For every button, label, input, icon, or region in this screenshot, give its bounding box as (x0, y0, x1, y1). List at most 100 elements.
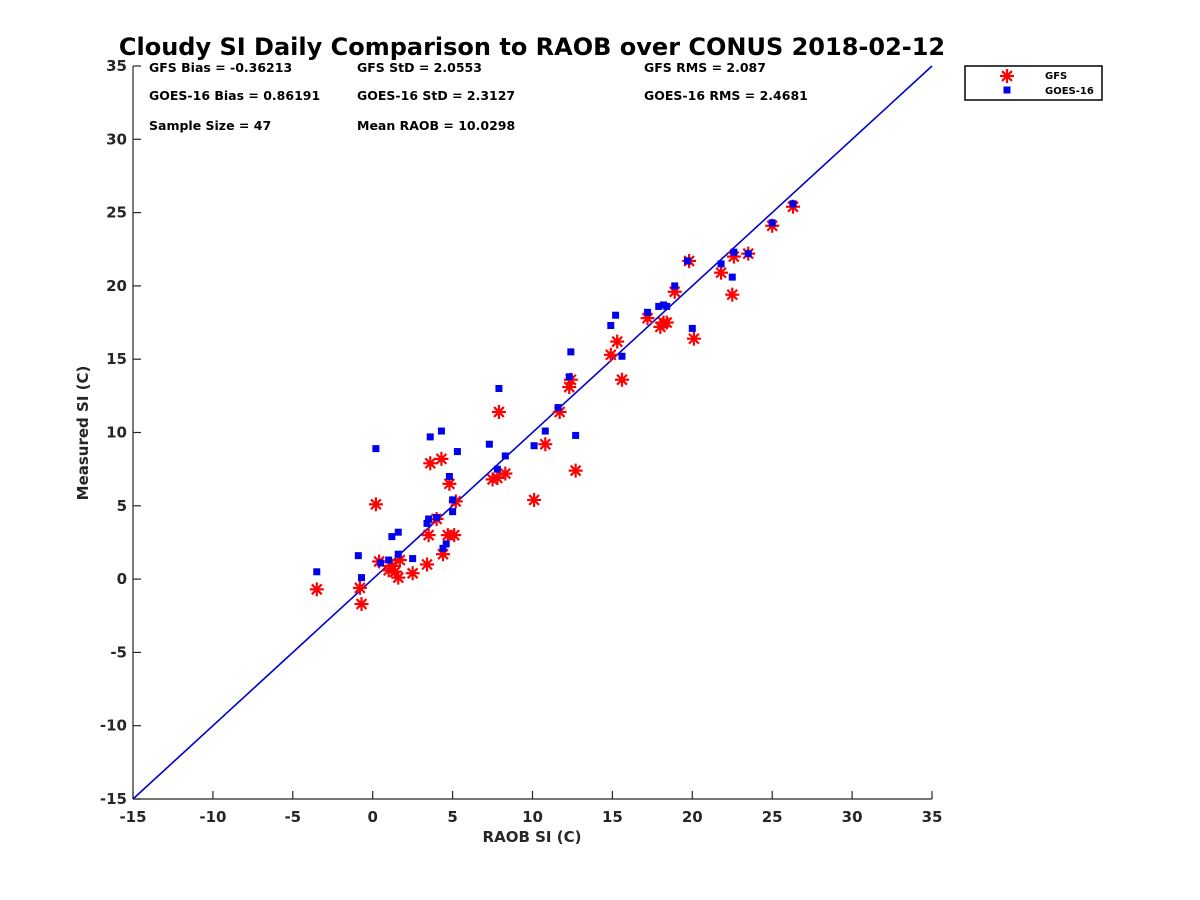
point-gfs (659, 315, 674, 330)
goes-rms-stat: GOES-16 RMS = 2.4681 (644, 88, 808, 103)
legend: GFS GOES-16 (964, 65, 1103, 101)
x-tick-label: -5 (284, 808, 301, 826)
legend-symbol-gfs (1000, 69, 1014, 83)
point-goes-16 (541, 427, 549, 435)
point-gfs (447, 528, 462, 543)
y-tick-label: -10 (100, 717, 127, 735)
x-tick-label: 15 (602, 808, 623, 826)
point-gfs (714, 265, 729, 280)
point-goes-16 (554, 404, 562, 412)
x-tick-label: 10 (522, 808, 543, 826)
point-gfs (420, 557, 435, 572)
point-goes-16 (744, 250, 752, 258)
x-tick-label: 5 (447, 808, 457, 826)
point-goes-16 (567, 348, 575, 356)
legend-marker-goes-16 (1003, 86, 1011, 94)
point-goes-16 (409, 555, 417, 563)
one-to-one-line (132, 65, 933, 800)
point-goes-16 (433, 514, 441, 522)
point-goes-16 (717, 260, 725, 268)
point-goes-16 (612, 311, 620, 319)
goes-bias-stat: GOES-16 Bias = 0.86191 (149, 88, 320, 103)
point-goes-16 (688, 324, 696, 332)
point-goes-16 (358, 574, 366, 582)
goes-std-stat: GOES-16 StD = 2.3127 (357, 88, 515, 103)
point-gfs (391, 570, 406, 585)
point-goes-16 (394, 528, 402, 536)
point-goes-16 (493, 465, 501, 473)
point-goes-16 (728, 273, 736, 281)
y-tick-label: 20 (106, 277, 127, 295)
point-goes-16 (449, 496, 457, 504)
point-gfs (434, 451, 449, 466)
x-tick-label: 20 (682, 808, 703, 826)
legend-box (964, 65, 1103, 101)
point-gfs (603, 347, 618, 362)
point-gfs (421, 528, 436, 543)
point-goes-16 (385, 556, 393, 564)
point-gfs (614, 372, 629, 387)
point-goes-16 (453, 448, 461, 456)
point-gfs (498, 466, 513, 481)
point-goes-16 (442, 540, 450, 548)
point-goes-16 (388, 533, 396, 541)
y-tick-label: 25 (106, 204, 127, 222)
point-gfs (368, 497, 383, 512)
x-tick-label: 0 (367, 808, 377, 826)
plot-area: -15 -10 -5 0 5 10 15 20 25 30 35 -15 -10 -5 0 5 10 15 20 25… (100, 57, 943, 826)
point-goes-16 (501, 452, 509, 460)
point-goes-16 (313, 568, 321, 576)
y-tick-label: 0 (117, 570, 127, 588)
series-goes-16 (313, 200, 797, 582)
point-goes-16 (618, 352, 626, 360)
point-goes-16 (372, 445, 380, 453)
point-gfs (725, 287, 740, 302)
x-axis-label: RAOB SI (C) (483, 828, 582, 846)
point-goes-16 (445, 472, 453, 480)
point-goes-16 (354, 552, 362, 560)
point-goes-16 (530, 442, 538, 450)
gfs-std-stat: GFS StD = 2.0553 (357, 60, 482, 75)
point-gfs (405, 566, 420, 581)
mean-raob-stat: Mean RAOB = 10.0298 (357, 118, 515, 133)
y-tick-label: -15 (100, 790, 127, 808)
series-gfs (309, 199, 800, 612)
legend-label-goes-16: GOES-16 (1045, 86, 1094, 97)
point-goes-16 (437, 427, 445, 435)
point-goes-16 (495, 385, 503, 393)
x-tick-label: 25 (762, 808, 783, 826)
legend-symbol-goes-16 (1003, 86, 1011, 94)
point-gfs (352, 580, 367, 595)
point-goes-16 (655, 302, 663, 310)
gfs-bias-stat: GFS Bias = -0.36213 (149, 60, 292, 75)
y-tick-label: 35 (106, 57, 127, 75)
point-goes-16 (439, 544, 447, 552)
sample-size-stat: Sample Size = 47 (149, 118, 271, 133)
point-gfs (354, 597, 369, 612)
y-tick-label: 15 (106, 350, 127, 368)
point-goes-16 (565, 373, 573, 381)
point-goes-16 (394, 550, 402, 558)
point-goes-16 (377, 559, 385, 567)
y-tick-label: 10 (106, 424, 127, 442)
x-tick-label: -10 (199, 808, 226, 826)
point-goes-16 (644, 308, 652, 316)
point-goes-16 (426, 433, 434, 441)
point-goes-16 (425, 515, 433, 523)
point-goes-16 (423, 519, 431, 527)
x-tick-label: -15 (119, 808, 146, 826)
point-goes-16 (485, 440, 493, 448)
point-gfs (568, 463, 583, 478)
point-gfs (686, 331, 701, 346)
point-goes-16 (768, 219, 776, 227)
chart-title: Cloudy SI Daily Comparison to RAOB over … (119, 33, 945, 61)
point-goes-16 (730, 248, 738, 256)
point-goes-16 (663, 302, 671, 310)
x-tick-label: 35 (922, 808, 943, 826)
stats-block: GFS Bias = -0.36213 GFS StD = 2.0553 GFS… (149, 60, 808, 133)
point-goes-16 (684, 257, 692, 265)
point-gfs (423, 456, 438, 471)
point-goes-16 (449, 508, 457, 516)
gfs-rms-stat: GFS RMS = 2.087 (644, 60, 766, 75)
legend-label-gfs: GFS (1045, 71, 1067, 82)
